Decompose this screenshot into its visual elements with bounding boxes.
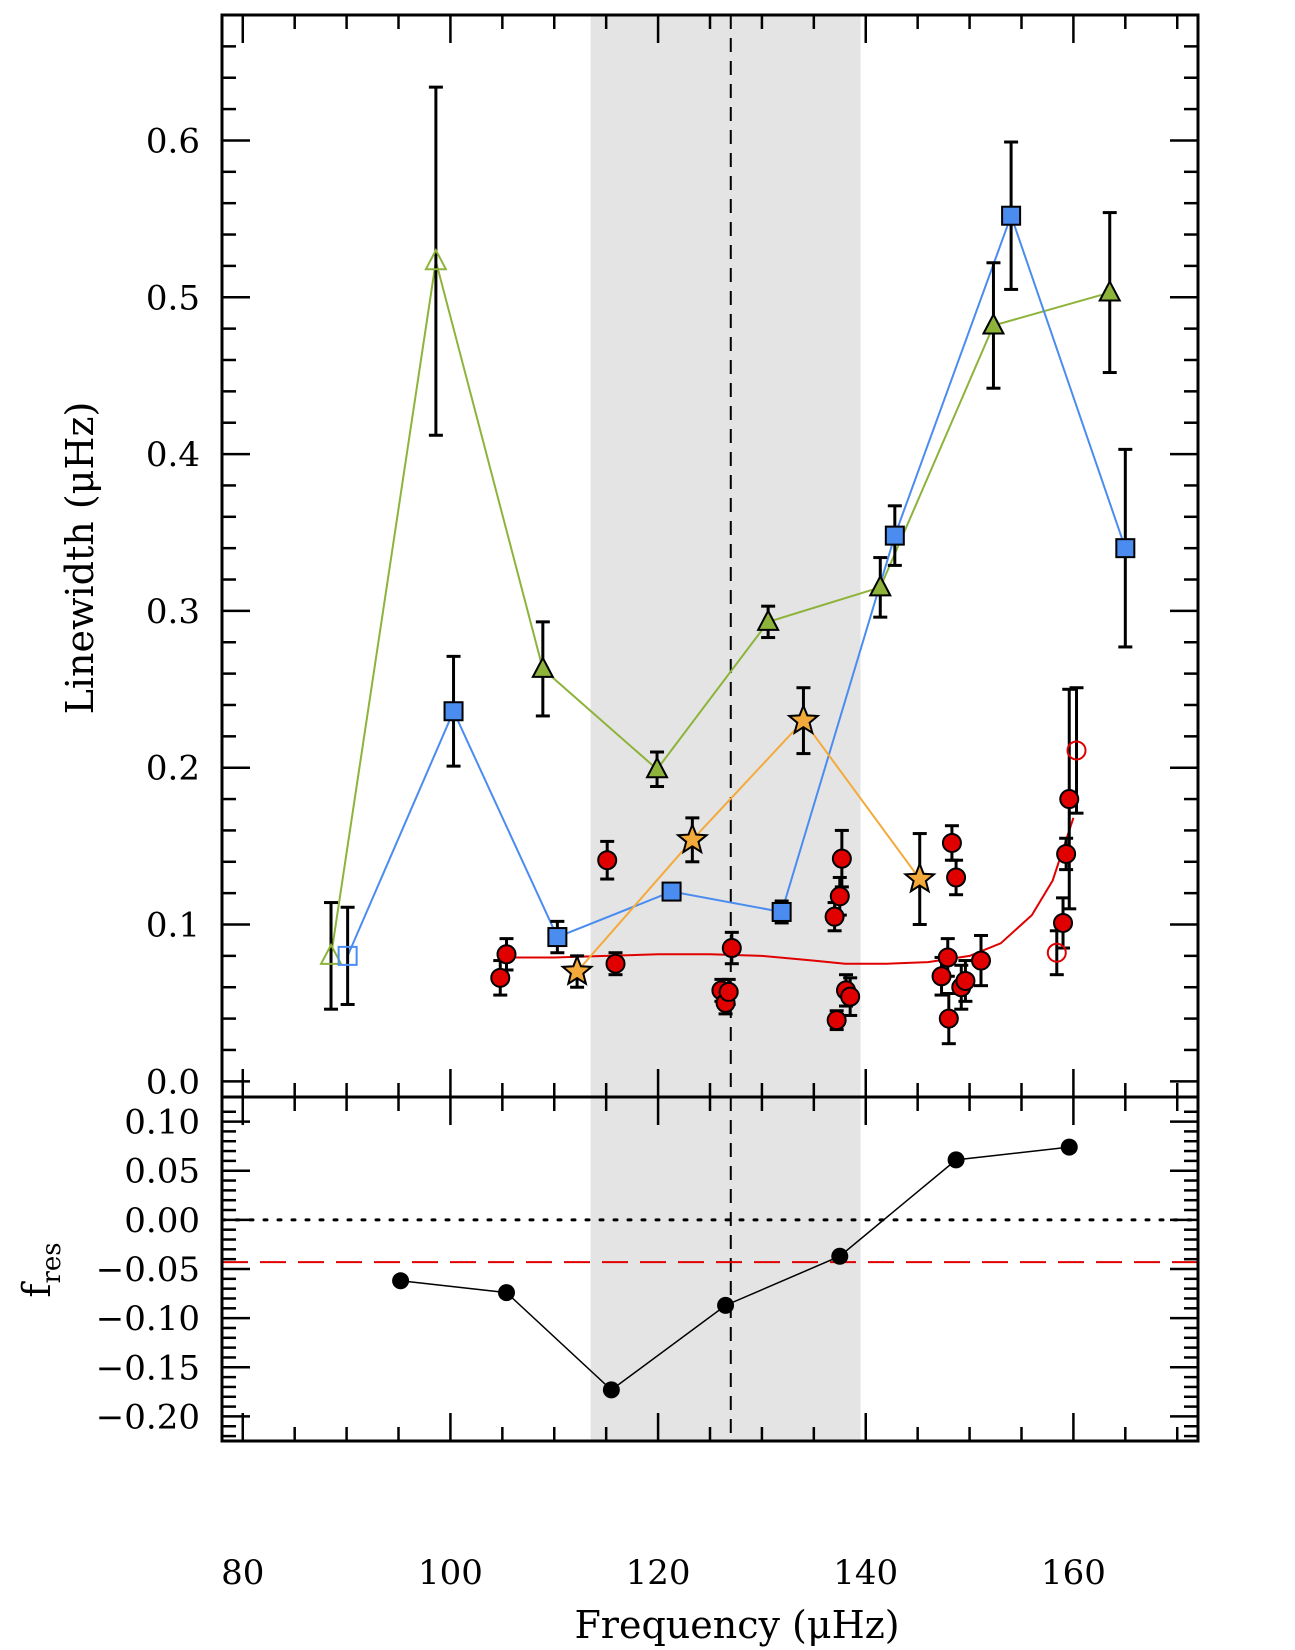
square-marker	[1115, 538, 1136, 559]
residual-series	[392, 1138, 1078, 1399]
residual-point	[497, 1284, 515, 1302]
triangle-marker	[319, 942, 343, 965]
circle-marker	[955, 970, 976, 991]
y-tick-label: 0.2	[146, 749, 200, 789]
circle-marker	[721, 938, 742, 959]
star-marker	[675, 822, 710, 855]
circle-marker	[831, 848, 852, 869]
y-tick-label: 0.4	[146, 435, 200, 475]
square-marker	[884, 525, 905, 546]
square-marker	[337, 945, 358, 966]
x-tick-label: 120	[626, 1553, 691, 1593]
star-series-line	[576, 719, 921, 973]
circle-marker	[605, 953, 626, 974]
circle-marker	[1053, 912, 1074, 933]
circle-marker	[1066, 740, 1087, 761]
x-tick-label: 160	[1041, 1553, 1106, 1593]
triangle-marker	[645, 756, 669, 779]
circle-marker	[826, 1010, 847, 1031]
x-axis-title: Frequency (μHz)	[574, 1603, 899, 1647]
y-tick-label: −0.20	[96, 1397, 200, 1437]
error-bar	[324, 901, 339, 1011]
shaded-frequency-band	[590, 1097, 861, 1441]
circle-marker	[931, 966, 952, 987]
svg-text:fres: fres	[15, 1242, 67, 1297]
error-bar	[428, 85, 443, 437]
circle-marker	[718, 981, 739, 1002]
fit-curve-line	[506, 817, 1075, 965]
error-bar	[340, 905, 355, 1006]
y-tick-label: 0.10	[124, 1103, 200, 1143]
bottom-axes-frame: 80 100 120 140 160 0.10 0.05 0.00 −0.05 −0.10 −0.1…	[96, 1095, 1200, 1593]
triangle-marker	[981, 312, 1006, 335]
circle-marker	[938, 1008, 959, 1029]
square-series-line	[346, 212, 1127, 957]
square-marker	[547, 927, 568, 948]
circle-marker	[597, 850, 618, 871]
y-tick-label: 0.5	[146, 278, 200, 318]
residual-point	[831, 1247, 849, 1265]
residual-point	[717, 1296, 735, 1314]
y-tick-label: 0.1	[146, 906, 200, 946]
y-axis-title-sub: res	[37, 1242, 67, 1283]
circle-marker	[824, 906, 845, 927]
circle-marker	[490, 967, 511, 988]
top-axes-frame: 0.0 0.1 0.2 0.3 0.4 0.5 0.6	[146, 13, 1200, 1102]
y-axis-title-top: Linewidth (μHz)	[58, 402, 102, 715]
y-tick-label: 0.0	[146, 1062, 200, 1102]
circle-marker	[937, 947, 958, 968]
triangle-marker	[756, 608, 780, 631]
y-tick-label: −0.15	[96, 1348, 200, 1388]
star-marker	[560, 953, 595, 986]
residual-point	[392, 1272, 410, 1290]
circle-marker	[829, 886, 850, 907]
data-markers	[319, 205, 1136, 1031]
circle-marker	[941, 832, 962, 853]
star-marker	[786, 702, 821, 736]
circle-marker	[840, 986, 861, 1007]
y-tick-label: −0.10	[96, 1299, 200, 1339]
shaded-frequency-band	[590, 15, 861, 1097]
y-tick-label: 0.00	[124, 1201, 200, 1241]
x-tick-label: 100	[418, 1553, 483, 1593]
x-tick-label: 140	[833, 1553, 898, 1593]
star-marker	[902, 861, 937, 894]
residual-point	[1060, 1138, 1078, 1156]
triangle-marker	[868, 574, 892, 597]
triangle-marker	[1098, 279, 1122, 302]
circle-marker	[1059, 789, 1080, 810]
triangle-series-line	[330, 260, 1111, 957]
y-axis-title-bottom: fres	[15, 1242, 67, 1297]
triangle-marker	[531, 655, 555, 678]
triangle-marker	[424, 248, 448, 271]
square-marker	[1001, 205, 1022, 226]
circle-marker	[496, 944, 517, 965]
circle-marker	[970, 950, 991, 971]
y-tick-label: 0.3	[146, 592, 200, 632]
y-tick-label: 0.05	[124, 1152, 200, 1192]
square-marker	[443, 701, 464, 722]
circle-marker	[946, 867, 967, 888]
square-marker	[661, 881, 682, 902]
circle-marker	[1046, 942, 1067, 963]
linewidth-panel: 0.0 0.1 0.2 0.3 0.4 0.5 0.6	[146, 13, 1200, 1102]
residual-point	[602, 1381, 620, 1399]
x-tick-label: 80	[221, 1553, 264, 1593]
band-rect	[590, 1097, 861, 1441]
reference-lines	[220, 1218, 1200, 1264]
band-rect	[590, 15, 861, 1097]
y-axis-title-main: f	[15, 1281, 59, 1298]
fit-curve	[506, 817, 1075, 965]
series-lines	[330, 212, 1127, 973]
y-tick-label: −0.05	[96, 1250, 200, 1290]
square-marker	[771, 901, 792, 922]
circle-marker	[1056, 843, 1077, 864]
residual-panel: 80 100 120 140 160 0.10 0.05 0.00 −0.05 −0.10 −0.1…	[96, 1095, 1200, 1593]
residual-point	[947, 1151, 965, 1169]
y-tick-label: 0.6	[146, 121, 200, 161]
